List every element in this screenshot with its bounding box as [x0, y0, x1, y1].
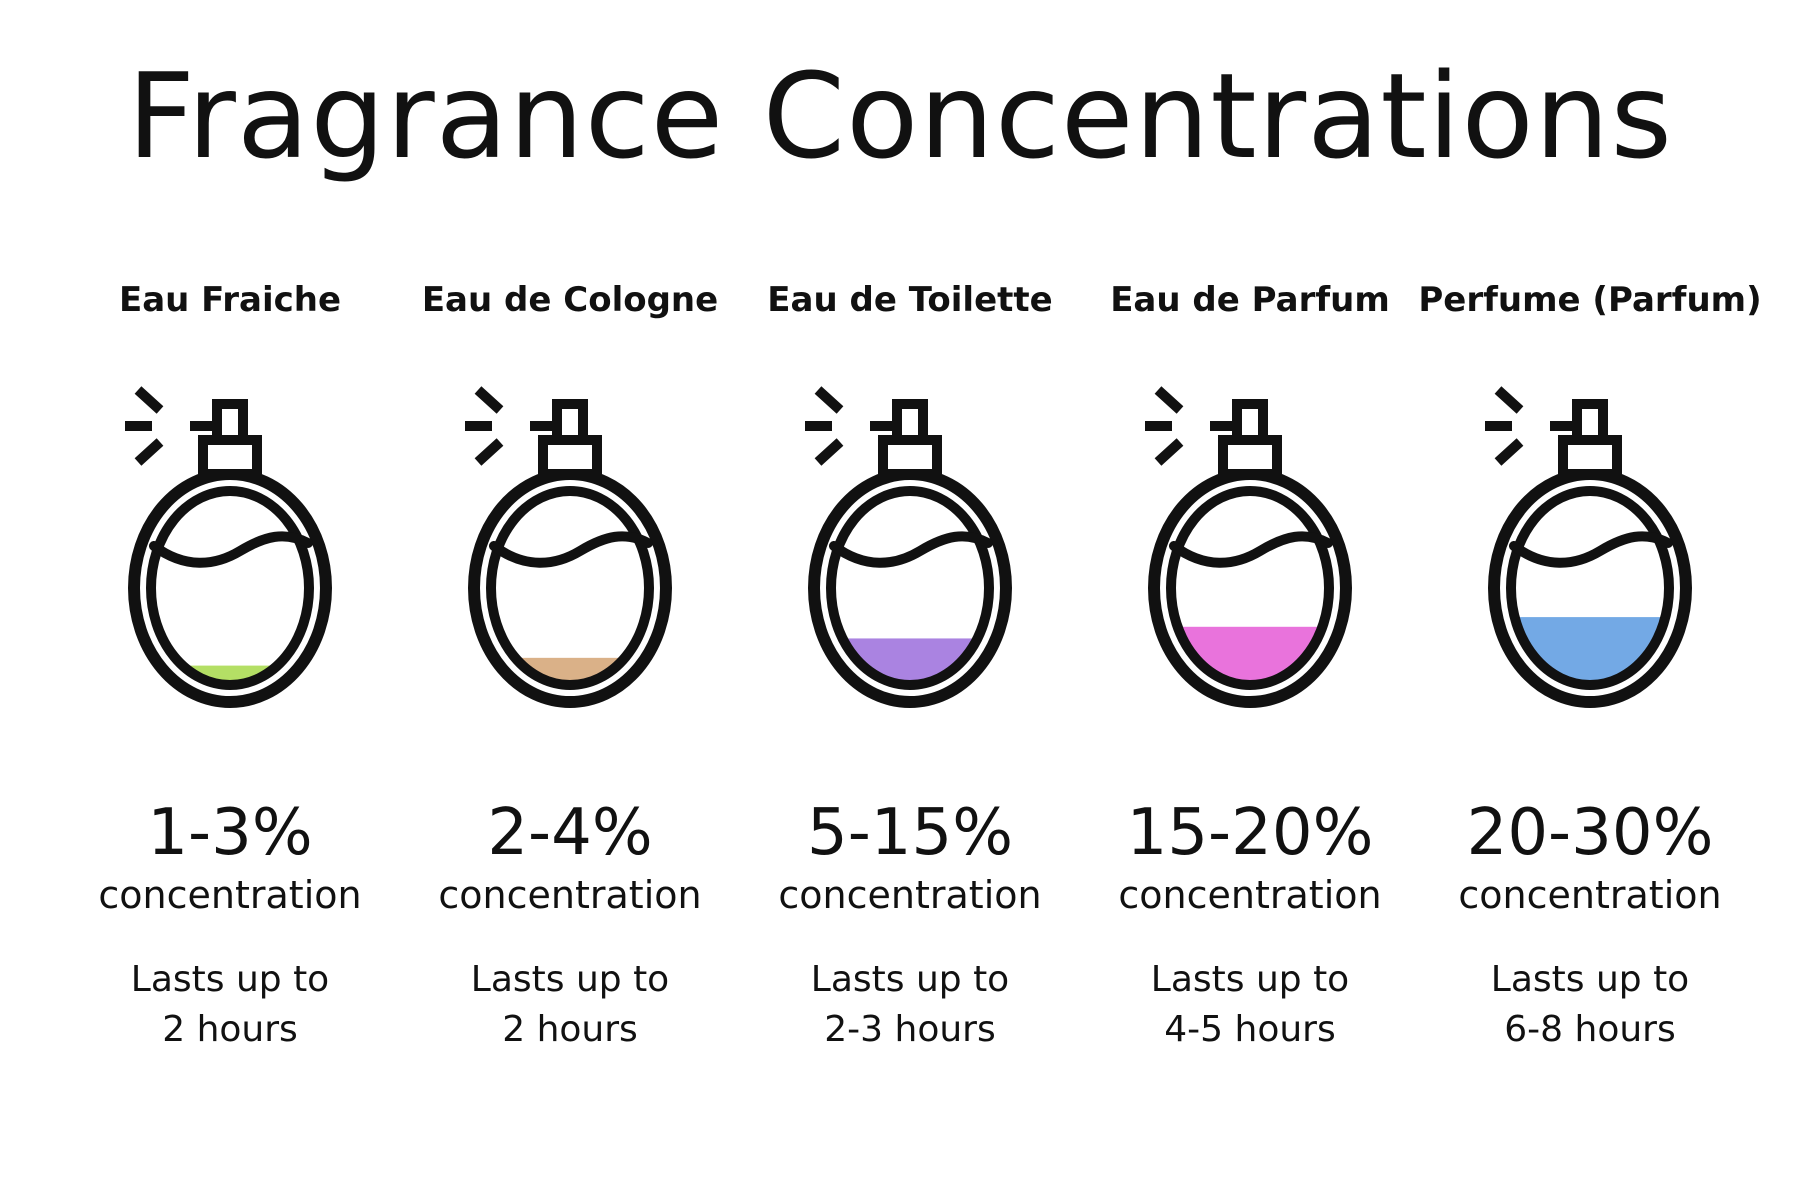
bottle-cap	[552, 399, 588, 445]
duration-value: 2 hours	[502, 1009, 638, 1050]
bottle-inner-outline	[826, 486, 994, 690]
concentration-label: concentration	[98, 873, 362, 917]
spray-mark	[134, 386, 164, 414]
spray-mark	[134, 438, 164, 466]
concentration-percent: 15-20%	[1126, 796, 1374, 870]
fragrance-name: Eau de Toilette	[767, 280, 1053, 320]
page-title: Fragrance Concentrations	[127, 47, 1673, 185]
wave-line	[1169, 531, 1333, 568]
bottle-collar	[538, 435, 602, 479]
bottle-cap	[1232, 399, 1268, 445]
fragrance-column-eau-de-cologne: Eau de Cologne 2-4% concentration Lasts …	[400, 275, 740, 1075]
fragrance-name: Eau Fraiche	[118, 280, 342, 320]
bottle-cap	[892, 399, 928, 445]
duration-value: 2 hours	[162, 1009, 298, 1050]
duration-value: 4-5 hours	[1164, 1009, 1336, 1050]
spray-mark	[1494, 438, 1524, 466]
concentration-label: concentration	[778, 873, 1042, 917]
bottle-inner-outline	[1166, 486, 1334, 690]
concentration-percent: 20-30%	[1466, 796, 1714, 870]
duration-label: Lasts up to	[470, 959, 670, 1000]
wave-line	[489, 531, 653, 568]
duration-label: Lasts up to	[1490, 959, 1690, 1000]
concentration-label: concentration	[1118, 873, 1382, 917]
wave-line	[149, 531, 313, 568]
concentration-label: concentration	[1458, 873, 1722, 917]
bottle-inner-outline	[146, 486, 314, 690]
fragrance-column-eau-fraiche: Eau Fraiche 1-3% concentration Lasts up …	[60, 275, 400, 1075]
duration-value: 2-3 hours	[824, 1009, 996, 1050]
perfume-bottle-icon	[465, 386, 672, 708]
spray-mark	[814, 386, 844, 414]
perfume-bottle-icon	[1145, 386, 1352, 708]
fragrance-name: Eau de Parfum	[1110, 280, 1390, 320]
spray-mark	[1154, 386, 1184, 414]
duration-label: Lasts up to	[130, 959, 330, 1000]
bottle-inner-outline	[486, 486, 654, 690]
wave-line	[1509, 531, 1673, 568]
wave-line	[829, 531, 993, 568]
concentration-percent: 2-4%	[487, 796, 653, 870]
spray-mark	[1494, 386, 1524, 414]
fragrance-column-eau-de-parfum: Eau de Parfum 15-20% concentration Lasts…	[1080, 275, 1420, 1075]
spray-mark	[1154, 438, 1184, 466]
bottle-collar	[1558, 435, 1622, 479]
bottle-collar	[198, 435, 262, 479]
spray-mark	[474, 386, 504, 414]
perfume-bottle-icon	[1485, 386, 1692, 708]
bottle-inner-outline	[1506, 486, 1674, 690]
concentration-percent: 5-15%	[806, 796, 1014, 870]
concentration-label: concentration	[438, 873, 702, 917]
duration-label: Lasts up to	[810, 959, 1010, 1000]
fragrance-name: Perfume (Parfum)	[1418, 280, 1762, 320]
bottle-cap	[212, 399, 248, 445]
bottle-cap	[1572, 399, 1608, 445]
perfume-bottle-icon	[125, 386, 332, 708]
spray-mark	[814, 438, 844, 466]
duration-value: 6-8 hours	[1504, 1009, 1676, 1050]
bottle-collar	[878, 435, 942, 479]
duration-label: Lasts up to	[1150, 959, 1350, 1000]
fragrance-name: Eau de Cologne	[421, 280, 719, 320]
fragrance-column-perfume-parfum: Perfume (Parfum) 20-30% concentration La…	[1418, 275, 1761, 1075]
perfume-bottle-icon	[805, 386, 1012, 708]
fragrance-column-eau-de-toilette: Eau de Toilette 5-15% concentration Last…	[740, 275, 1080, 1075]
spray-mark	[474, 438, 504, 466]
concentration-percent: 1-3%	[147, 796, 313, 870]
bottle-collar	[1218, 435, 1282, 479]
